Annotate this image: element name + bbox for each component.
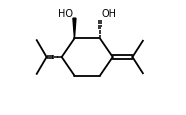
Text: OH: OH bbox=[101, 9, 116, 18]
Text: HO: HO bbox=[58, 9, 73, 18]
Polygon shape bbox=[73, 19, 76, 39]
